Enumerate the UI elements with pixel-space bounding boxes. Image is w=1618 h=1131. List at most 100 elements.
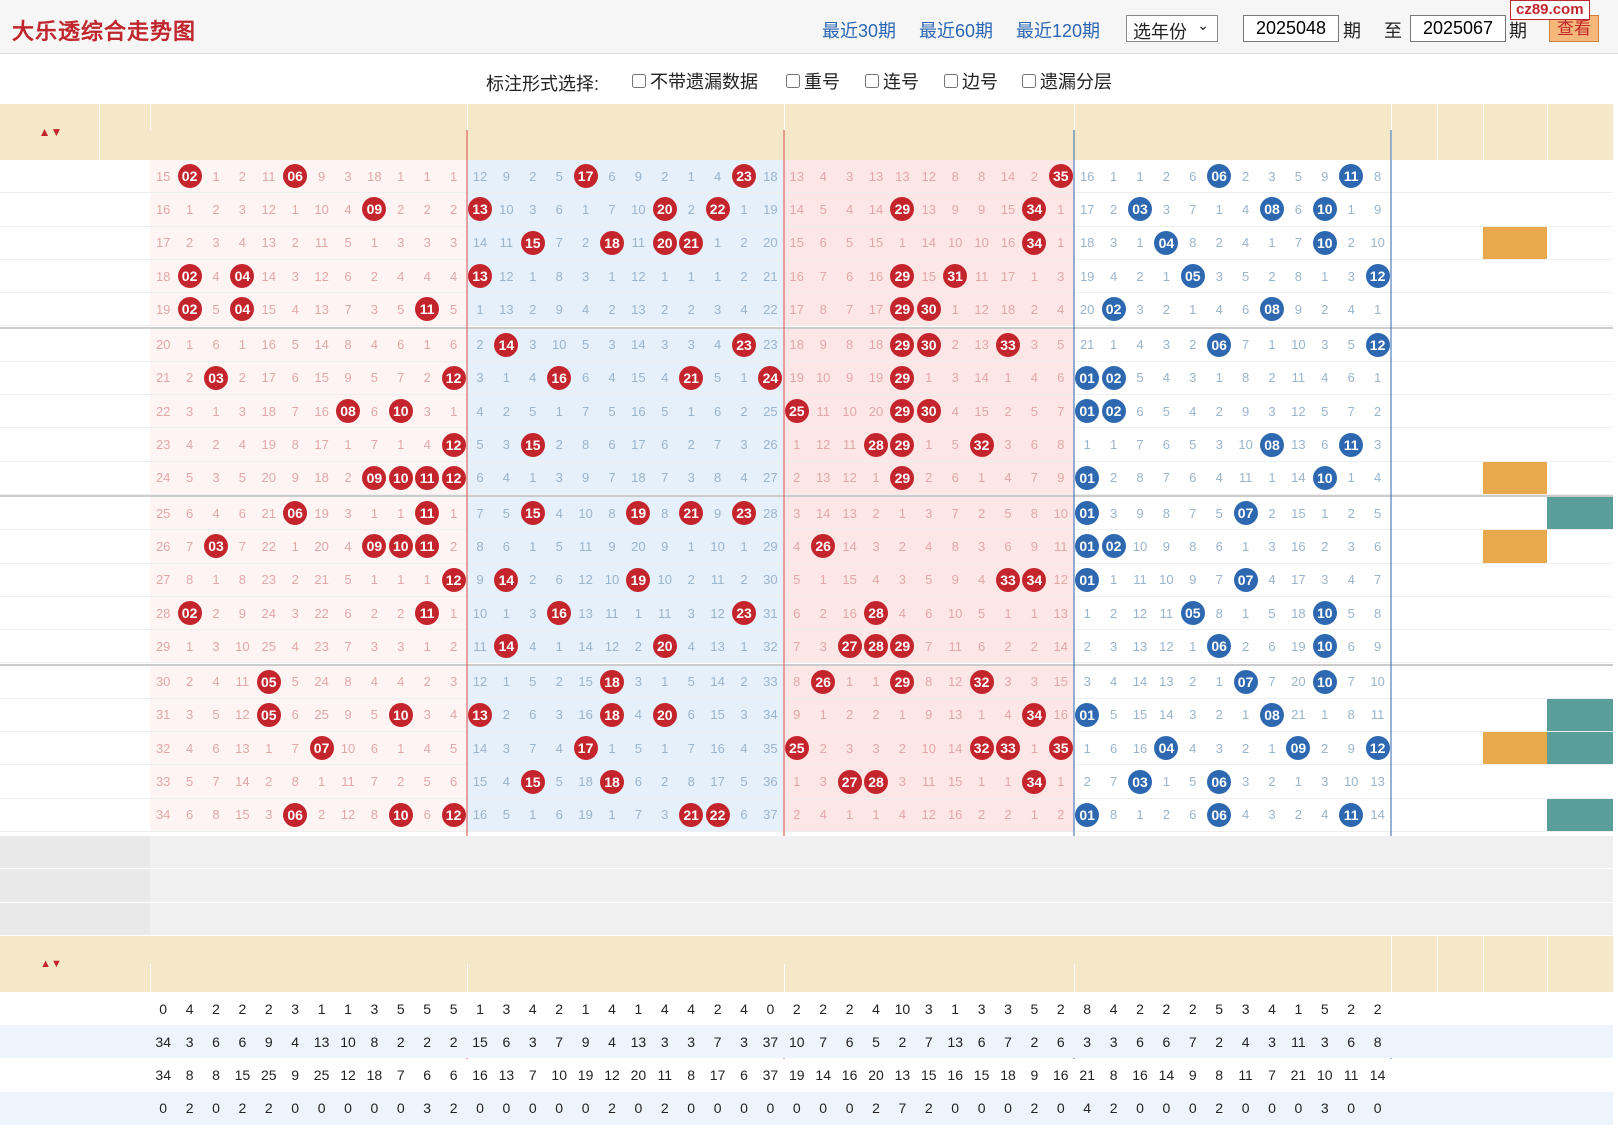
preselect-back-number[interactable] (1338, 869, 1365, 903)
preselect-back-number[interactable] (1311, 869, 1338, 903)
preselect-back-number[interactable] (1206, 902, 1233, 936)
preselect-front-number[interactable] (546, 836, 573, 870)
preselect-front-number[interactable] (889, 869, 916, 903)
preselect-front-number[interactable] (229, 869, 256, 903)
preselect-back-number[interactable] (1153, 902, 1180, 936)
preselect-front-number[interactable] (783, 869, 810, 903)
preselect-front-number[interactable] (730, 869, 758, 903)
preselect-back-number[interactable] (1100, 869, 1127, 903)
preselect-back-number[interactable] (1232, 836, 1259, 870)
option-no-miss-checkbox[interactable] (632, 74, 646, 88)
preselect-back-number[interactable] (1179, 836, 1206, 870)
preselect-front-number[interactable] (1021, 836, 1048, 870)
option-edge-checkbox[interactable] (944, 74, 958, 88)
preselect-front-number[interactable] (704, 902, 731, 936)
preselect-back-number[interactable] (1285, 869, 1312, 903)
preselect-front-number[interactable] (255, 902, 282, 936)
preselect-front-number[interactable] (308, 902, 335, 936)
preselect-front-number[interactable] (493, 836, 520, 870)
preselect-front-number[interactable] (202, 902, 230, 936)
preselect-front-number[interactable] (678, 836, 705, 870)
preselect-front-number[interactable] (625, 869, 652, 903)
preselect-front-number[interactable] (598, 869, 626, 903)
preselect-front-number[interactable] (836, 902, 863, 936)
preselect-front-number[interactable] (915, 869, 942, 903)
preselect-back-number[interactable] (1179, 902, 1206, 936)
preselect-front-number[interactable] (572, 902, 599, 936)
preselect-back-number[interactable] (1258, 836, 1286, 870)
year-select[interactable]: 选年份 ⌄ (1126, 15, 1218, 42)
preselect-front-number[interactable] (440, 902, 467, 936)
preselect-front-number[interactable] (387, 836, 414, 870)
period-to-input[interactable] (1410, 15, 1506, 42)
preselect-front-number[interactable] (150, 902, 177, 936)
preselect-front-number[interactable] (598, 902, 626, 936)
preselect-front-number[interactable] (968, 836, 995, 870)
option-miss-layer-checkbox[interactable] (1022, 74, 1036, 88)
preselect-front-number[interactable] (1047, 902, 1074, 936)
preselect-back-number[interactable] (1258, 869, 1286, 903)
preselect-back-number[interactable] (1311, 902, 1338, 936)
preselect-back-number[interactable] (1285, 902, 1312, 936)
preselect-front-number[interactable] (915, 902, 942, 936)
preselect-front-number[interactable] (942, 836, 969, 870)
preselect-front-number[interactable] (704, 869, 731, 903)
preselect-front-number[interactable] (414, 869, 441, 903)
preselect-front-number[interactable] (1021, 869, 1048, 903)
preselect-back-number[interactable] (1232, 902, 1259, 936)
preselect-front-number[interactable] (836, 836, 863, 870)
preselect-front-number[interactable] (361, 836, 388, 870)
recent-60-link[interactable]: 最近60期 (919, 21, 994, 41)
preselect-front-number[interactable] (572, 836, 599, 870)
preselect-front-number[interactable] (810, 869, 837, 903)
preselect-front-number[interactable] (651, 836, 678, 870)
footer-period-header[interactable]: ▲▼ (0, 935, 100, 992)
option-no-miss[interactable]: 不带遗漏数据 (632, 68, 758, 94)
preselect-front-number[interactable] (546, 902, 573, 936)
preselect-front-number[interactable] (308, 836, 335, 870)
preselect-front-number[interactable] (598, 836, 626, 870)
preselect-front-number[interactable] (757, 869, 784, 903)
preselect-front-number[interactable] (572, 869, 599, 903)
preselect-front-number[interactable] (493, 902, 520, 936)
preselect-front-number[interactable] (282, 902, 309, 936)
preselect-front-number[interactable] (942, 869, 969, 903)
preselect-front-number[interactable] (466, 869, 494, 903)
preselect-front-number[interactable] (1021, 902, 1048, 936)
preselect-front-number[interactable] (440, 836, 467, 870)
preselect-back-number[interactable] (1206, 869, 1233, 903)
preselect-front-number[interactable] (282, 836, 309, 870)
preselect-front-number[interactable] (783, 836, 810, 870)
preselect-back-number[interactable] (1285, 836, 1312, 870)
preselect-front-number[interactable] (889, 902, 916, 936)
preselect-front-number[interactable] (150, 869, 177, 903)
preselect-front-number[interactable] (678, 869, 705, 903)
preselect-front-number[interactable] (361, 902, 388, 936)
preselect-back-number[interactable] (1126, 869, 1154, 903)
preselect-front-number[interactable] (519, 836, 546, 870)
preselect-front-number[interactable] (229, 902, 256, 936)
preselect-back-number[interactable] (1126, 836, 1154, 870)
preselect-back-number[interactable] (1338, 902, 1365, 936)
preselect-front-number[interactable] (414, 902, 441, 936)
preselect-front-number[interactable] (862, 869, 890, 903)
preselect-front-number[interactable] (334, 902, 362, 936)
preselect-front-number[interactable] (651, 902, 678, 936)
preselect-back-number[interactable] (1364, 902, 1391, 936)
preselect-front-number[interactable] (1047, 836, 1074, 870)
sort-icon[interactable]: ▲▼ (40, 957, 62, 970)
preselect-front-number[interactable] (625, 902, 652, 936)
option-edge[interactable]: 边号 (944, 68, 998, 94)
preselect-front-number[interactable] (202, 869, 230, 903)
preselect-front-number[interactable] (466, 836, 494, 870)
preselect-front-number[interactable] (942, 902, 969, 936)
preselect-front-number[interactable] (229, 836, 256, 870)
option-repeat-checkbox[interactable] (786, 74, 800, 88)
preselect-back-number[interactable] (1100, 902, 1127, 936)
preselect-front-number[interactable] (308, 869, 335, 903)
preselect-back-number[interactable] (1100, 836, 1127, 870)
preselect-front-number[interactable] (730, 836, 758, 870)
preselect-front-number[interactable] (862, 902, 890, 936)
option-miss-layer[interactable]: 遗漏分层 (1022, 68, 1112, 94)
option-repeat[interactable]: 重号 (786, 68, 840, 94)
